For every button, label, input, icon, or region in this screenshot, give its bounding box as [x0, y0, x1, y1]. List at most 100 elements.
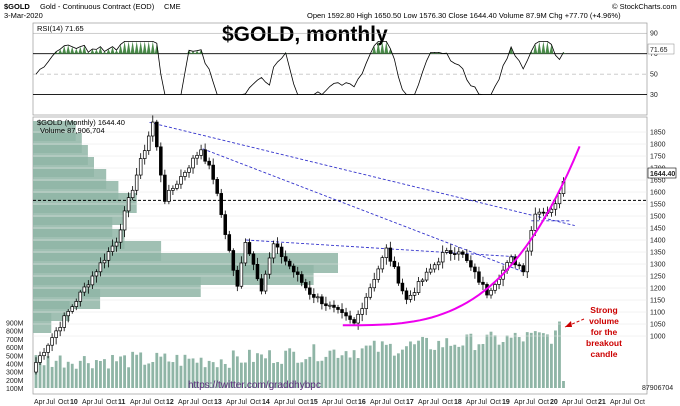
volume-bar — [191, 358, 195, 388]
volume-bar — [207, 360, 211, 388]
candle-body — [114, 241, 119, 247]
candle-body — [316, 296, 320, 299]
volume-bar — [268, 350, 271, 388]
x-tick-label: 16 — [358, 399, 366, 406]
candle-body — [191, 157, 195, 169]
volume-bar — [489, 331, 493, 388]
volume-bar — [433, 349, 437, 388]
volume-bar — [127, 367, 131, 388]
rsi-panel — [32, 22, 648, 116]
candle-body — [489, 289, 493, 296]
candle-body — [46, 344, 50, 353]
candle-body — [175, 183, 179, 189]
candle-body — [340, 309, 344, 313]
volume-bar — [123, 355, 126, 388]
candle-body — [58, 327, 62, 332]
candle-body — [432, 264, 437, 270]
volume-bar — [425, 337, 428, 388]
volume-tick-label: 300M — [6, 370, 24, 377]
volume-bar — [66, 361, 70, 388]
trendline — [202, 148, 522, 272]
volume-bar — [300, 362, 304, 388]
volume-bar — [203, 367, 207, 388]
volume-bar — [260, 354, 263, 388]
x-tick-label: Oct — [634, 399, 645, 406]
price-tick-label: 1000 — [650, 334, 666, 341]
candle-body — [195, 155, 199, 159]
annotation-arrowhead — [565, 321, 572, 327]
candle-body — [283, 256, 288, 262]
volume-bar — [328, 350, 332, 388]
volume-bar — [554, 330, 557, 388]
x-tick-label: Jul — [622, 399, 631, 406]
volume-bar — [143, 364, 147, 388]
candle-body — [122, 210, 127, 231]
candle-body — [457, 251, 461, 255]
candle-body — [344, 312, 348, 317]
x-tick-label: 21 — [598, 399, 606, 406]
candle-body — [235, 269, 240, 287]
candle-body — [557, 193, 562, 205]
candle-body — [275, 243, 280, 248]
parabolic-arc — [342, 146, 581, 327]
volume-bar — [445, 338, 449, 388]
volume-label: Volume 87,906,704 — [40, 126, 105, 135]
candle-body — [424, 271, 429, 281]
x-tick-label: Jul — [94, 399, 103, 406]
volume-bar — [195, 362, 199, 388]
candle-body — [420, 279, 425, 282]
volume-bar — [175, 354, 179, 388]
volume-bar — [74, 368, 78, 388]
candle-body — [90, 275, 95, 286]
candle-body — [368, 287, 372, 298]
x-tick-label: Jul — [286, 399, 295, 406]
candle-body — [287, 260, 292, 267]
candle-body — [517, 264, 521, 267]
rsi-overbought-fill — [54, 41, 566, 54]
price-tick-label: 1450 — [650, 226, 666, 233]
x-tick-label: Oct — [202, 399, 213, 406]
candle-body — [62, 315, 66, 328]
x-tick-label: Apr — [418, 399, 430, 406]
volume-bar — [344, 351, 348, 388]
candle-body — [348, 315, 352, 320]
volume-bar — [304, 359, 308, 388]
candle-body — [211, 164, 215, 180]
candle-body — [163, 174, 167, 202]
candle-body — [525, 250, 530, 273]
volume-bar — [82, 356, 86, 388]
candle-body — [291, 265, 296, 273]
candle-body — [541, 211, 546, 214]
price-tick-label: 1850 — [650, 130, 666, 137]
candle-body — [271, 243, 276, 259]
volume-bar — [187, 358, 191, 388]
volume-bar — [562, 381, 565, 388]
volume-bar — [384, 344, 388, 388]
volume-bars — [34, 321, 565, 388]
candle-body — [38, 355, 42, 363]
annotation-line: Strong — [590, 305, 617, 315]
volume-bar — [151, 361, 155, 388]
volume-bar — [219, 359, 223, 388]
volume-bar — [107, 368, 110, 388]
candle-body — [70, 306, 74, 312]
volume-bar — [525, 332, 529, 388]
x-tick-label: Jul — [478, 399, 487, 406]
candle-body — [469, 260, 473, 268]
volume-tick-label: 700M — [6, 337, 24, 344]
volume-bar — [308, 356, 312, 388]
header-exchange: CME — [164, 2, 181, 11]
x-tick-label: Apr — [322, 399, 334, 406]
volume-bar — [376, 351, 380, 388]
volume-bar — [409, 341, 412, 388]
candle-body — [380, 257, 385, 270]
volume-bar — [70, 363, 74, 388]
volume-bar — [163, 353, 167, 388]
volume-bar — [94, 360, 98, 388]
rsi-tick-label: 90 — [650, 31, 658, 38]
x-tick-label: Jul — [142, 399, 151, 406]
candle-body — [179, 176, 183, 185]
volume-bar — [360, 348, 364, 388]
rsi-tick-label: 70 — [650, 51, 658, 58]
